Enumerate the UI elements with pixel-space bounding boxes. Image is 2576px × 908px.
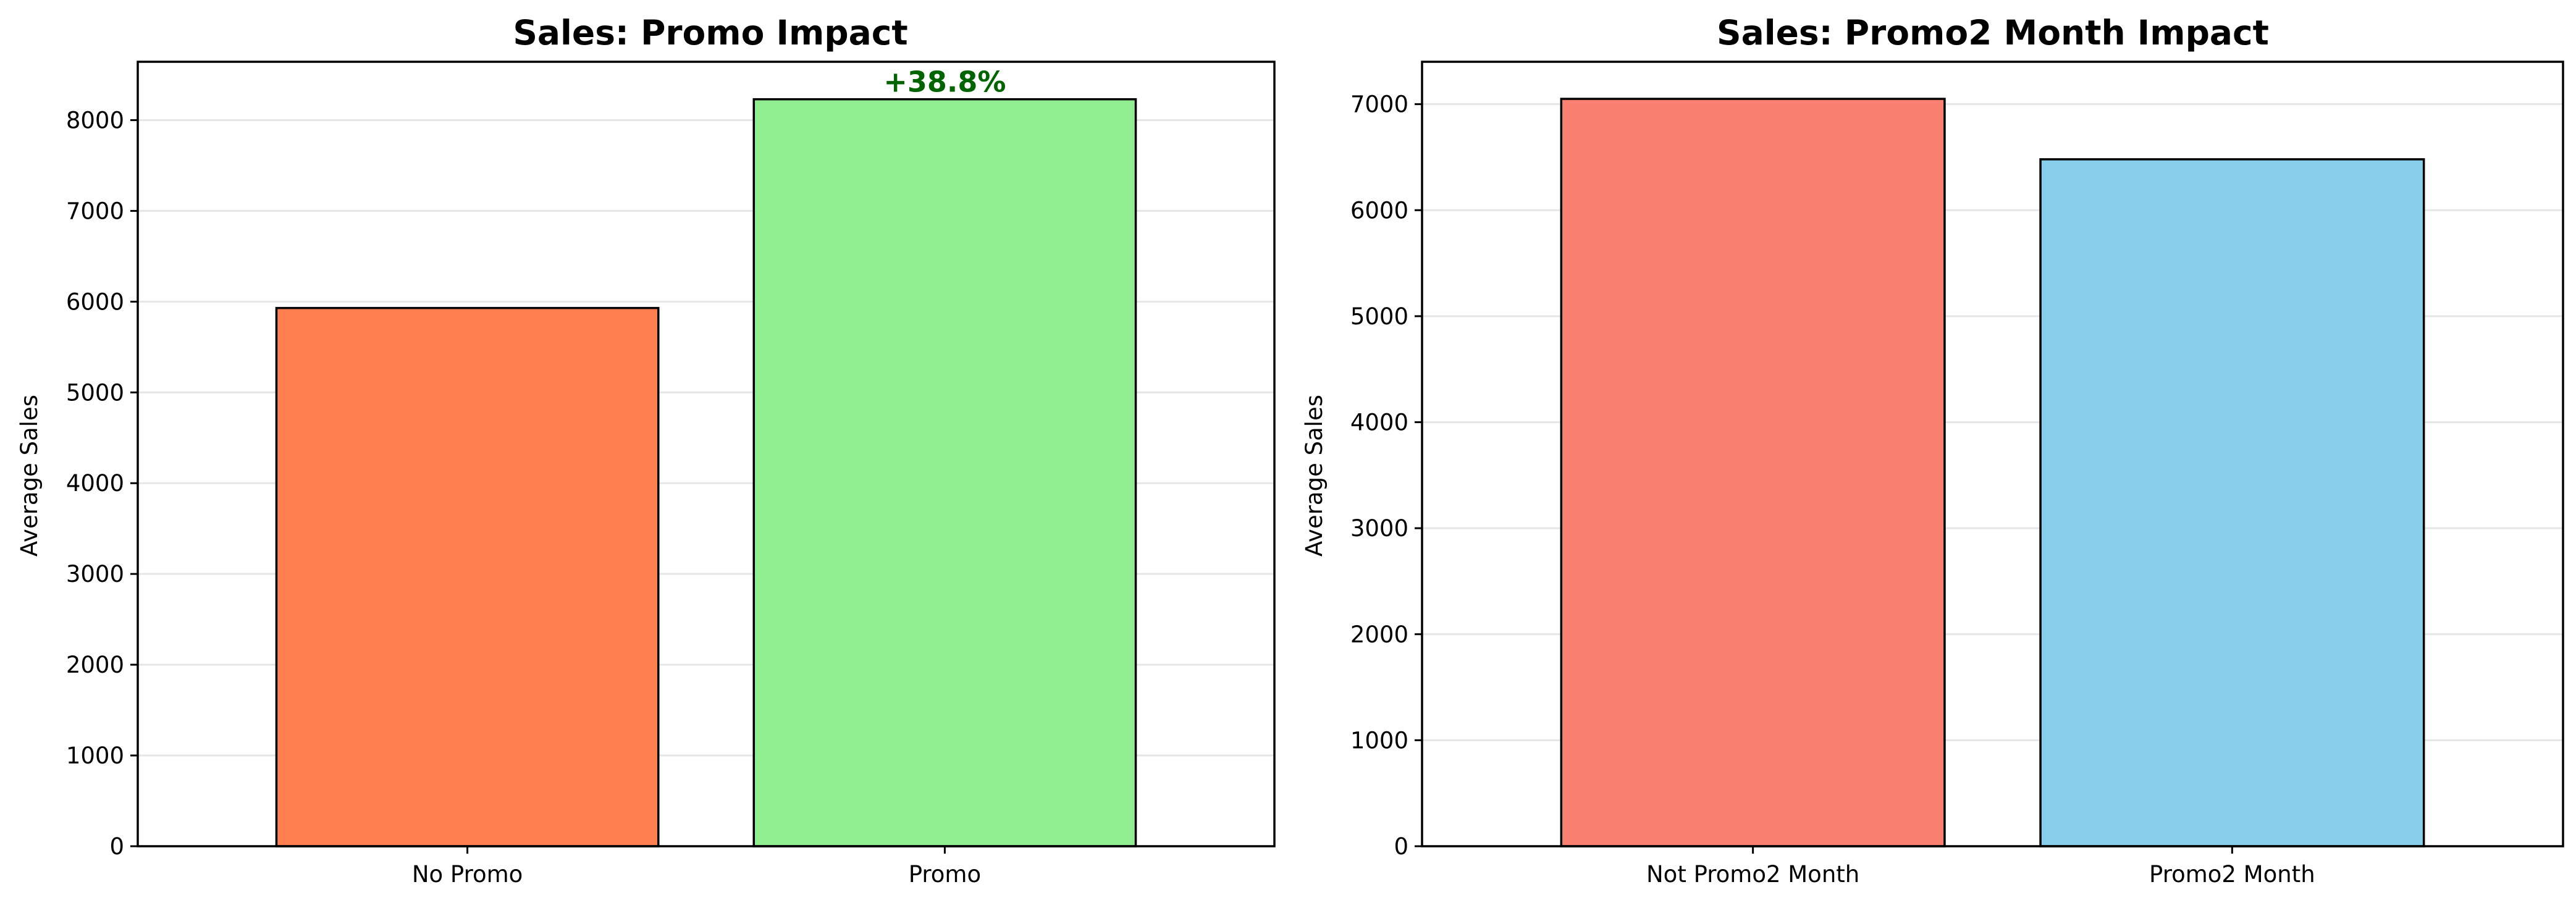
axes-frame (137, 61, 1276, 847)
y-tick-label: 5000 (1350, 303, 1408, 330)
y-axis-ticks: 0 1000 2000 3000 4000 5000 6000 7000 (1350, 91, 1422, 860)
y-tick-label: 4000 (66, 470, 124, 497)
bar-promo2-month (2039, 158, 2425, 847)
y-axis-label: Average Sales (16, 395, 43, 557)
y-tick-label: 0 (109, 833, 124, 860)
y-axis-ticks: 0 1000 2000 3000 4000 5000 6000 7000 8000 (66, 107, 138, 860)
bar-no-promo (275, 306, 660, 847)
axes-frame (1421, 61, 2564, 847)
y-tick-label: 4000 (1350, 410, 1408, 436)
y-tick-label: 6000 (66, 288, 124, 315)
chart-title: Sales: Promo Impact (513, 13, 907, 53)
bar-annotation-label: +38.8% (883, 65, 1006, 99)
x-tick-label: Promo (909, 861, 981, 888)
x-axis-ticks: No Promo Promo (412, 846, 981, 888)
y-tick-label: 6000 (1350, 197, 1408, 224)
y-tick-label: 7000 (66, 198, 124, 224)
chart-panel-promo-impact: Sales: Promo Impact Average Sales 0 1000 2… (16, 13, 1276, 888)
x-tick-label: Not Promo2 Month (1646, 861, 1859, 888)
bar-not-promo2-month (1560, 98, 1946, 847)
x-tick-label: No Promo (412, 861, 523, 888)
y-tick-label: 2000 (1350, 621, 1408, 648)
y-tick-label: 2000 (66, 652, 124, 678)
y-tick-label: 0 (1394, 833, 1408, 860)
y-tick-label: 1000 (1350, 727, 1408, 754)
bars (275, 98, 1137, 847)
y-tick-label: 8000 (66, 107, 124, 133)
bars (1560, 98, 2425, 847)
chart-panel-promo2-month-impact: Sales: Promo2 Month Impact Average Sales… (1301, 13, 2564, 888)
y-tick-label: 5000 (66, 379, 124, 406)
y-tick-label: 3000 (66, 561, 124, 587)
y-axis-label: Average Sales (1301, 395, 1328, 557)
y-tick-label: 3000 (1350, 515, 1408, 542)
chart-title: Sales: Promo2 Month Impact (1717, 13, 2269, 53)
y-tick-label: 7000 (1350, 91, 1408, 118)
x-tick-label: Promo2 Month (2149, 861, 2315, 888)
bar-promo (752, 98, 1137, 847)
y-tick-label: 1000 (66, 742, 124, 769)
x-axis-ticks: Not Promo2 Month Promo2 Month (1646, 846, 2315, 888)
